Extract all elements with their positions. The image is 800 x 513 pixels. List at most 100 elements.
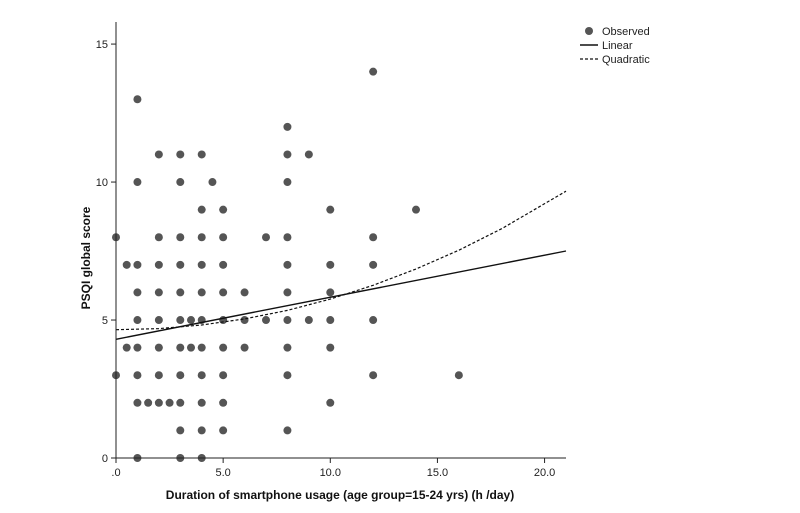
observed-point [176,178,185,187]
x-tick-label: 5.0 [215,467,230,479]
observed-point [133,316,142,325]
legend-observed-label: Observed [602,26,650,38]
x-tick-label: 15.0 [427,467,448,479]
observed-point [133,398,142,407]
observed-point [219,288,228,297]
axis-ticks: .0 5.0 10.0 15.0 20.0 0 5 10 15 [96,39,556,479]
observed-point [369,67,378,76]
observed-point [219,426,228,435]
quadratic-fit-curve [115,190,567,331]
observed-point [326,205,335,214]
observed-point [208,178,217,187]
observed-point [219,205,228,214]
observed-point [133,178,142,187]
observed-point [133,95,142,104]
observed-point [326,316,335,325]
observed-point [176,288,185,297]
observed-point [197,426,206,435]
observed-point [197,398,206,407]
observed-point [283,371,292,380]
observed-point [187,343,195,352]
observed-point [187,316,195,325]
observed-point [283,343,292,352]
legend-observed-marker [585,27,593,35]
observed-point [283,122,292,131]
y-tick-label: 10 [96,177,108,189]
observed-point [154,343,163,352]
observed-point [304,150,313,159]
observed-point [219,233,228,242]
y-tick-label: 5 [102,315,108,327]
observed-point [326,343,335,352]
fit-lines [115,190,567,340]
observed-point [176,260,185,269]
observed-point [283,233,292,242]
axes [115,22,566,459]
observed-point [144,398,153,407]
observed-points [112,67,463,462]
observed-point [283,316,292,325]
observed-point [176,233,185,242]
x-tick-label: .0 [111,467,120,479]
observed-point [154,260,163,269]
observed-point [197,150,206,159]
observed-point [197,233,206,242]
observed-point [197,288,206,297]
observed-point [154,398,163,407]
observed-point [326,288,335,297]
observed-point [326,260,335,269]
observed-point [154,288,163,297]
observed-point [133,288,142,297]
observed-point [369,233,378,242]
observed-point [133,343,142,352]
x-axis-title: Duration of smartphone usage (age group=… [166,488,514,502]
observed-point [240,288,249,297]
y-tick-label: 0 [102,453,108,465]
observed-point [133,371,142,380]
observed-point [262,316,270,325]
observed-point [197,371,206,380]
legend-quadratic-label: Quadratic [602,54,650,66]
observed-point [154,371,163,380]
observed-point [369,260,378,269]
observed-point [219,260,228,269]
observed-point [176,150,185,159]
linear-fit-line [115,250,567,340]
observed-point [197,343,206,352]
observed-point [454,371,463,380]
legend-linear-label: Linear [602,40,633,52]
observed-point [283,178,292,187]
observed-point [326,398,335,407]
observed-point [219,343,228,352]
observed-point [262,233,270,242]
observed-point [197,205,206,214]
observed-point [219,398,228,407]
observed-point [219,371,228,380]
observed-point [165,398,174,407]
observed-point [176,398,185,407]
observed-point [369,316,378,325]
observed-point [133,260,142,269]
x-tick-label: 20.0 [534,467,555,479]
observed-point [154,233,163,242]
observed-point [154,316,163,325]
observed-point [283,260,292,269]
observed-point [176,426,185,435]
observed-point [369,371,378,380]
observed-point [122,343,131,352]
observed-point [176,371,185,380]
observed-point [176,316,185,325]
x-tick-label: 10.0 [320,467,341,479]
observed-point [412,205,420,214]
observed-point [240,316,249,325]
observed-point [283,288,292,297]
observed-point [197,260,206,269]
observed-point [283,150,292,159]
observed-point [154,150,163,159]
observed-point [176,343,185,352]
observed-point [283,426,292,435]
observed-point [122,260,131,269]
y-tick-label: 15 [96,39,108,51]
y-axis-title: PSQI global score [79,206,93,309]
